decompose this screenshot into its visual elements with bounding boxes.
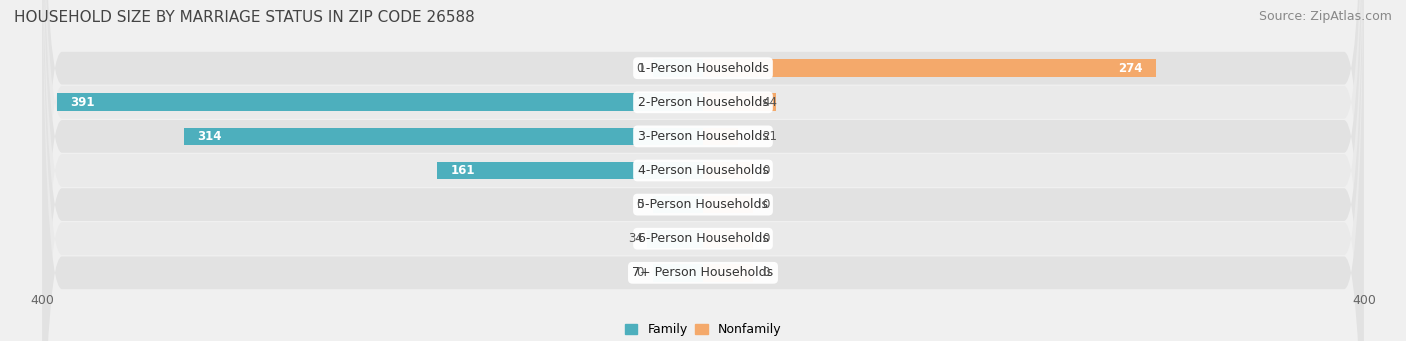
Text: 4-Person Households: 4-Person Households <box>637 164 769 177</box>
Text: 0: 0 <box>636 198 644 211</box>
Text: 0: 0 <box>636 266 644 279</box>
Text: 44: 44 <box>762 96 778 109</box>
Bar <box>654 59 703 77</box>
Text: 6-Person Households: 6-Person Households <box>637 232 769 245</box>
FancyBboxPatch shape <box>42 0 1364 341</box>
Text: 3-Person Households: 3-Person Households <box>637 130 769 143</box>
Legend: Family, Nonfamily: Family, Nonfamily <box>624 323 782 336</box>
Bar <box>647 230 703 248</box>
Bar <box>58 93 703 111</box>
Bar <box>654 264 703 282</box>
Text: 0: 0 <box>762 198 770 211</box>
Text: 274: 274 <box>1118 62 1143 75</box>
Text: 34: 34 <box>628 232 644 245</box>
Text: Source: ZipAtlas.com: Source: ZipAtlas.com <box>1258 10 1392 23</box>
Bar <box>703 128 738 145</box>
FancyBboxPatch shape <box>42 0 1364 341</box>
Bar <box>703 93 776 111</box>
FancyBboxPatch shape <box>42 0 1364 341</box>
Text: 314: 314 <box>197 130 222 143</box>
Text: 7+ Person Households: 7+ Person Households <box>633 266 773 279</box>
Bar <box>437 162 703 179</box>
Bar <box>703 230 752 248</box>
Text: 2-Person Households: 2-Person Households <box>637 96 769 109</box>
Bar <box>703 196 752 213</box>
Text: 161: 161 <box>450 164 475 177</box>
Bar <box>654 196 703 213</box>
Text: 0: 0 <box>762 232 770 245</box>
Bar <box>703 162 752 179</box>
Text: 1-Person Households: 1-Person Households <box>637 62 769 75</box>
FancyBboxPatch shape <box>42 0 1364 341</box>
Text: 5-Person Households: 5-Person Households <box>637 198 769 211</box>
Bar <box>184 128 703 145</box>
Bar <box>703 59 1156 77</box>
Text: 21: 21 <box>762 130 778 143</box>
FancyBboxPatch shape <box>42 0 1364 341</box>
Text: 391: 391 <box>70 96 94 109</box>
FancyBboxPatch shape <box>42 0 1364 341</box>
Text: 0: 0 <box>636 62 644 75</box>
Text: HOUSEHOLD SIZE BY MARRIAGE STATUS IN ZIP CODE 26588: HOUSEHOLD SIZE BY MARRIAGE STATUS IN ZIP… <box>14 10 475 25</box>
Text: 0: 0 <box>762 266 770 279</box>
Bar <box>703 264 752 282</box>
FancyBboxPatch shape <box>42 0 1364 341</box>
Text: 0: 0 <box>762 164 770 177</box>
